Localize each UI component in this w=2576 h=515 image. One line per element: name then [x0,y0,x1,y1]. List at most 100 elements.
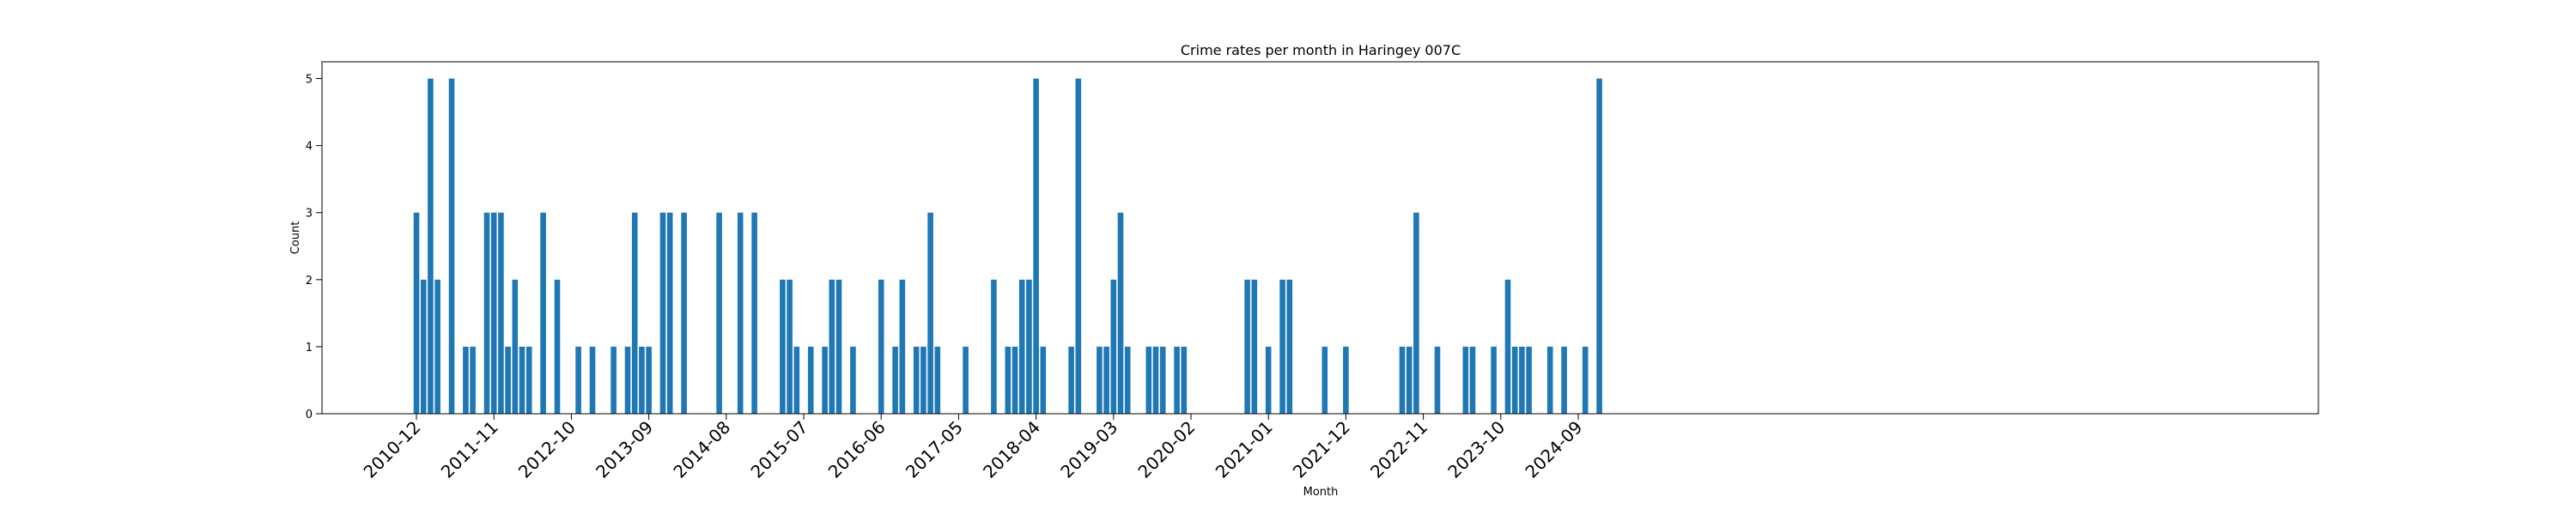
bar-2019-02 [1103,346,1109,414]
bar-2011-08 [470,346,476,414]
bar-2016-09 [899,279,906,414]
bar-2024-12 [1596,78,1602,415]
bar-2010-12 [413,212,420,414]
bar-2018-10 [1075,78,1082,415]
y-tick-label: 5 [306,74,313,87]
bar-2019-04 [1117,212,1124,414]
bar-2013-09 [646,346,652,414]
bar-2014-02 [681,212,687,414]
bar-2019-09 [1152,346,1159,414]
bar-2011-03 [434,279,440,414]
bar-2011-01 [420,279,427,414]
bar-2021-04 [1286,279,1293,414]
bar-2012-06 [540,212,546,414]
bar-2022-10 [1413,212,1419,414]
bar-2011-11 [490,212,497,414]
bar-2016-08 [892,346,898,414]
bar-2011-02 [428,78,434,415]
y-axis-label: Count [289,221,302,255]
bar-2013-04 [611,346,617,414]
bar-2013-12 [666,212,673,414]
bar-2019-01 [1097,346,1103,414]
bar-2012-01 [505,346,511,414]
bar-2022-08 [1399,346,1406,414]
bar-2012-11 [575,346,581,414]
bar-2015-04 [780,279,786,414]
plot-frame [321,61,2319,415]
bar-2013-08 [639,346,645,414]
bar-2023-12 [1511,346,1518,414]
bar-2019-05 [1124,346,1131,414]
bar-2014-12 [751,212,757,414]
bar-2019-12 [1174,346,1180,414]
bar-2017-06 [963,346,969,414]
bar-2024-07 [1561,346,1567,414]
y-tick-label: 1 [306,342,313,354]
bar-2015-08 [807,346,814,414]
bar-2021-09 [1321,346,1328,414]
bars-group [413,78,1602,415]
bar-2013-11 [659,212,666,414]
bar-2012-03 [519,346,526,414]
bar-2019-08 [1145,346,1152,414]
bar-2014-07 [716,212,722,414]
bar-2020-10 [1244,279,1250,414]
bar-2019-03 [1110,279,1117,414]
y-tick-label: 0 [306,409,313,421]
bar-2011-07 [463,346,469,414]
y-tick-label: 2 [306,275,313,288]
bar-2016-06 [878,279,884,414]
bar-2015-06 [793,346,800,414]
bar-2017-01 [927,212,933,414]
y-tick-label: 3 [306,208,313,221]
bar-2023-01 [1434,346,1441,414]
bar-2015-12 [835,279,842,414]
bar-2013-06 [624,346,631,414]
y-axis-ticks: 0 1 2 3 4 5 [306,74,322,421]
chart-title: Crime rates per month in Haringey 007C [1181,42,1461,58]
bar-2024-02 [1526,346,1532,414]
bar-2020-01 [1181,346,1188,414]
bar-2023-05 [1462,346,1469,414]
bar-2022-09 [1406,346,1413,414]
bar-2023-06 [1469,346,1476,414]
bar-2017-02 [934,346,941,414]
bar-2016-12 [920,346,927,414]
bar-2015-10 [822,346,828,414]
bar-2024-01 [1519,346,1525,414]
bar-2020-11 [1251,279,1258,414]
bar-2017-10 [991,279,997,414]
bar-2016-02 [850,346,856,414]
bar-2011-10 [483,212,490,414]
bar-2018-04 [1033,78,1039,415]
bar-2024-10 [1582,346,1589,414]
x-axis-label: Month [1303,486,1339,499]
bar-2021-12 [1343,346,1349,414]
bar-2013-07 [631,212,638,414]
bar-2011-12 [498,212,504,414]
bar-2015-11 [829,279,835,414]
bar-2019-10 [1159,346,1166,414]
bar-2021-01 [1265,346,1272,414]
bar-2013-01 [589,346,596,414]
bar-2018-03 [1026,279,1032,414]
bar-2014-10 [737,212,744,414]
bar-2011-05 [448,78,455,415]
y-tick-label: 4 [306,141,313,154]
bar-2023-09 [1491,346,1497,414]
bar-2012-08 [554,279,561,414]
bar-2018-01 [1012,346,1018,414]
bar-2017-12 [1005,346,1012,414]
bar-2018-09 [1068,346,1074,414]
bar-2016-11 [913,346,920,414]
bar-2024-05 [1546,346,1553,414]
bar-2018-02 [1018,279,1025,414]
bar-2012-02 [512,279,519,414]
bar-2021-03 [1279,279,1285,414]
bar-2023-11 [1504,279,1511,414]
bar-2012-04 [526,346,532,414]
bar-2018-05 [1040,346,1047,414]
bar-2015-05 [787,279,793,414]
